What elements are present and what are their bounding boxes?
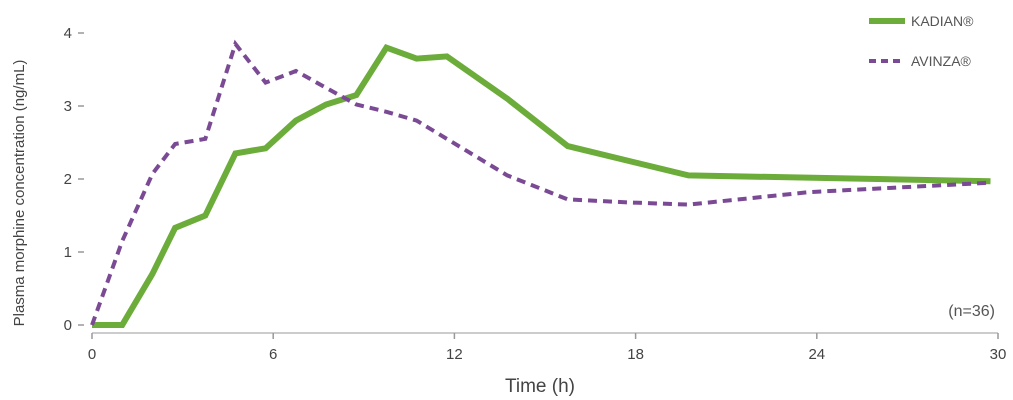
x-tick-label: 6 bbox=[269, 346, 277, 363]
series-lines bbox=[90, 39, 991, 328]
sample-size-annotation: (n=36) bbox=[948, 303, 995, 320]
x-axis-ticks: 0 6 12 18 24 30 bbox=[88, 333, 1007, 363]
x-tick-label: 30 bbox=[990, 346, 1007, 363]
legend: KADIAN® AVINZA® bbox=[869, 13, 974, 69]
x-tick-label: 18 bbox=[627, 346, 644, 363]
legend-label-avinza: AVINZA® bbox=[911, 53, 972, 69]
x-tick-label: 0 bbox=[88, 346, 96, 363]
y-axis-title: Plasma morphine concentration (ng/mL) bbox=[11, 60, 28, 327]
y-tick-label: 1 bbox=[64, 244, 72, 261]
legend-item-avinza: AVINZA® bbox=[869, 53, 972, 69]
y-tick-label: 2 bbox=[64, 171, 72, 188]
y-tick-label: 0 bbox=[64, 317, 72, 334]
y-axis-ticks: 0 1 2 3 4 bbox=[64, 25, 84, 334]
x-tick-label: 12 bbox=[446, 346, 463, 363]
y-tick-label: 4 bbox=[64, 25, 72, 42]
legend-item-kadian: KADIAN® bbox=[869, 13, 974, 29]
y-tick-label: 3 bbox=[64, 98, 72, 115]
x-axis-title: Time (h) bbox=[505, 376, 575, 397]
legend-label-kadian: KADIAN® bbox=[911, 13, 974, 29]
series-line-kadian bbox=[92, 43, 991, 328]
series-line-avinza bbox=[90, 39, 991, 326]
x-tick-label: 24 bbox=[808, 346, 825, 363]
